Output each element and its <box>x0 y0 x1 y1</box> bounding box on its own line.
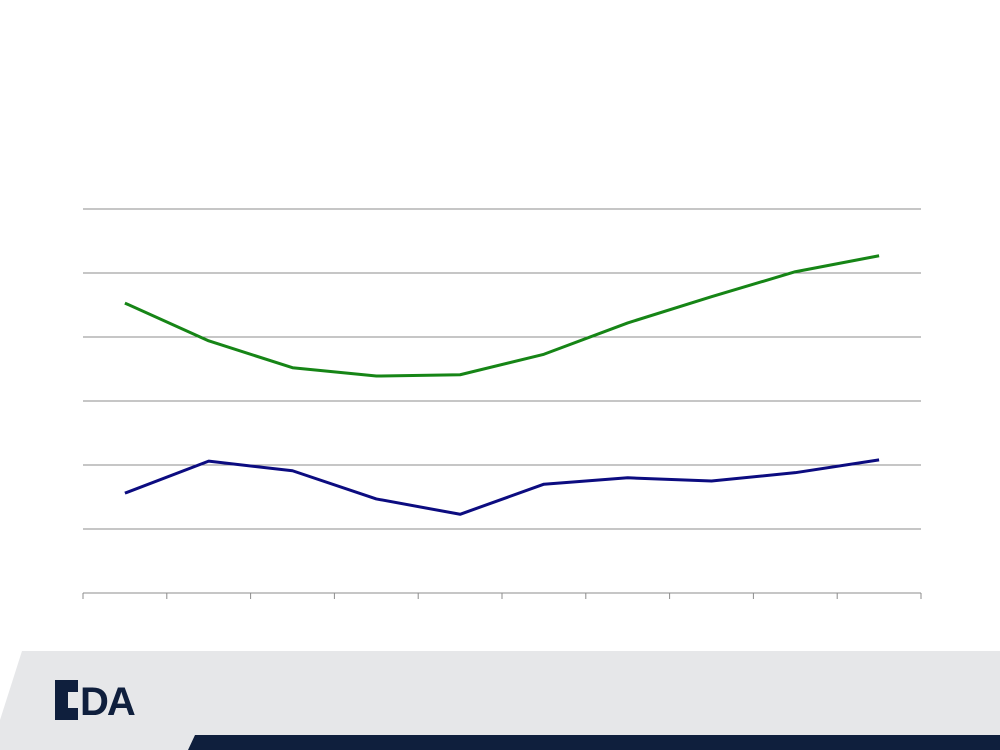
footer-band <box>0 651 1000 750</box>
series-line <box>124 458 880 516</box>
plot <box>82 208 922 599</box>
series-line <box>124 254 880 378</box>
logo-text: DA <box>80 680 135 724</box>
logo-mark <box>55 680 78 720</box>
footer-bar <box>188 735 1000 750</box>
